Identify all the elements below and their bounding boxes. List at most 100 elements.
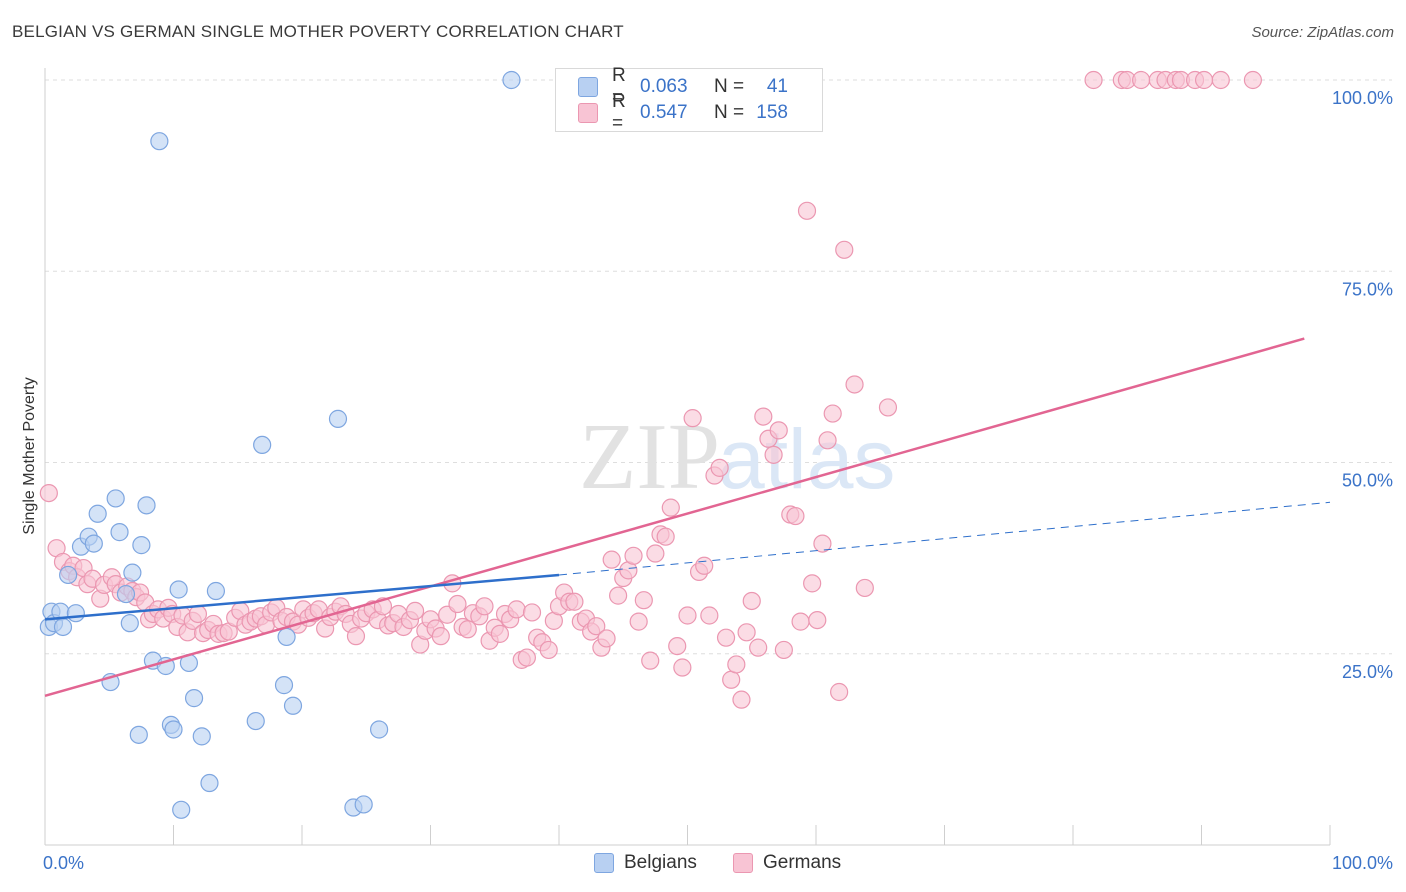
german-point <box>695 556 714 575</box>
belgian-point <box>106 489 125 508</box>
german-point <box>673 658 692 677</box>
belgian-point <box>200 773 219 793</box>
belgian-point <box>123 563 142 582</box>
german-point <box>624 546 643 565</box>
german-point <box>1243 70 1263 90</box>
german-point <box>448 594 467 614</box>
german-point <box>661 498 680 517</box>
german-point <box>797 201 817 220</box>
german-point <box>458 620 477 639</box>
german-point <box>1211 70 1230 90</box>
belgian-point <box>370 720 389 739</box>
german-point <box>539 640 558 660</box>
german-point <box>678 606 697 625</box>
label-layer: 25.0% 50.0% 75.0% 100.0% 0.0% 100.0% <box>43 88 1393 873</box>
belgian-point <box>283 696 303 715</box>
german-point <box>668 636 687 656</box>
german-point <box>737 623 756 642</box>
belgian-point <box>328 409 348 428</box>
german-point <box>634 591 653 610</box>
belgian-point <box>84 534 103 553</box>
belgian-point <box>164 720 183 739</box>
belgian-point <box>88 504 107 523</box>
german-trend-line <box>44 337 1305 698</box>
legend-n-value: 41 <box>766 76 788 97</box>
german-point <box>803 574 822 593</box>
belgian-point <box>120 614 139 633</box>
y-tick-label: 50.0% <box>1342 471 1393 491</box>
belgian-point <box>66 604 85 623</box>
german-point <box>188 604 208 624</box>
source-label: Source: ZipAtlas.com <box>1251 24 1394 41</box>
belgians-swatch-icon <box>594 853 614 873</box>
belgian-point <box>59 565 78 585</box>
belgian-point <box>169 580 188 599</box>
german-point <box>602 550 621 569</box>
german-point <box>522 603 542 622</box>
german-point <box>722 670 741 689</box>
german-point <box>656 527 675 546</box>
belgian-trend-line <box>44 573 560 621</box>
german-point <box>786 506 805 526</box>
german-point <box>754 407 773 426</box>
legend-r-label: R = <box>612 91 626 134</box>
x-tick-label: 100.0% <box>1332 853 1393 873</box>
german-point <box>517 648 536 667</box>
belgian-point <box>274 676 294 695</box>
legend-item-belgians[interactable]: Belgians <box>594 852 697 874</box>
german-point <box>646 544 665 563</box>
german-point <box>346 627 366 646</box>
legend-r-value: 0.547 <box>640 102 688 123</box>
belgian-point <box>184 689 204 708</box>
chart-title: BELGIAN VS GERMAN SINGLE MOTHER POVERTY … <box>12 22 624 41</box>
german-point <box>742 591 761 611</box>
german-point <box>818 431 837 450</box>
belgian-point <box>502 70 521 90</box>
legend-item-germans[interactable]: Germans <box>733 852 841 874</box>
german-point <box>727 655 746 674</box>
belgian-point <box>150 132 169 151</box>
german-point <box>431 627 450 646</box>
german-point <box>641 651 660 670</box>
german-point <box>769 421 788 440</box>
belgian-point <box>172 800 191 819</box>
german-point <box>405 601 425 621</box>
axis-layer <box>44 68 1331 846</box>
german-point <box>565 592 584 611</box>
german-point <box>490 624 509 643</box>
german-point <box>749 638 768 657</box>
german-point <box>507 600 526 619</box>
y-tick-label: 100.0% <box>1332 88 1393 108</box>
y-axis-label: Single Mother Poverty <box>21 377 38 534</box>
german-point <box>1084 70 1103 90</box>
german-point <box>813 534 832 553</box>
germans-swatch-icon <box>733 853 753 873</box>
german-point <box>1132 70 1151 90</box>
german-point <box>855 578 874 598</box>
german-point <box>683 409 702 428</box>
belgian-point <box>246 711 265 731</box>
legend-row-belgians: R = 0.063 N = 41 <box>578 65 788 108</box>
legend-r-label: R = <box>612 65 626 108</box>
grid-layer <box>45 79 1392 655</box>
german-point <box>1194 70 1214 90</box>
german-point <box>700 606 719 625</box>
legend-row-germans: R = 0.547 N = 158 <box>578 91 788 134</box>
belgian-point <box>132 536 151 555</box>
belgian-point <box>354 795 373 814</box>
german-point <box>39 484 58 503</box>
german-point <box>716 628 736 647</box>
belgian-points <box>39 70 521 819</box>
german-point <box>587 617 606 636</box>
german-point <box>764 445 783 464</box>
y-tick-label: 75.0% <box>1342 279 1393 299</box>
belgian-point <box>192 727 211 746</box>
belgian-point <box>253 435 272 455</box>
watermark-atlas: atlas <box>718 412 895 506</box>
belgian-point <box>129 725 148 744</box>
german-points <box>39 70 1263 709</box>
belgian-point <box>110 523 129 542</box>
y-tick-label: 25.0% <box>1342 662 1393 682</box>
german-point <box>808 610 827 630</box>
